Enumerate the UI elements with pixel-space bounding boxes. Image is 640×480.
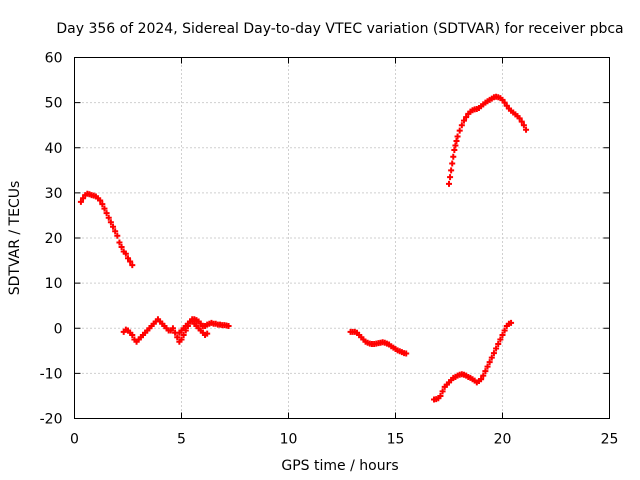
data-point (501, 99, 508, 106)
y-tick-label: -20 (40, 412, 63, 428)
y-tick-label: 30 (45, 186, 63, 202)
y-tick-label: 10 (45, 276, 63, 292)
series-segment-2b (176, 318, 211, 339)
x-tick-label: 0 (70, 432, 79, 448)
data-point (451, 147, 458, 154)
x-axis-title: GPS time / hours (281, 458, 398, 474)
data-point (80, 195, 87, 202)
data-point (486, 359, 493, 366)
x-tick-label: 15 (387, 432, 405, 448)
x-tick-label: 5 (177, 432, 186, 448)
series-segment-3 (347, 328, 410, 357)
data-point (403, 350, 410, 357)
y-tick-label: 20 (45, 231, 63, 247)
y-tick-label: 0 (54, 321, 63, 337)
chart-title: Day 356 of 2024, Sidereal Day-to-day VTE… (56, 21, 623, 37)
data-point (447, 174, 454, 181)
data-point (112, 228, 119, 235)
data-point (127, 258, 134, 265)
data-point (456, 127, 463, 134)
x-tick-label: 10 (280, 432, 298, 448)
series-segment-2 (120, 316, 232, 345)
data-point (116, 239, 123, 246)
data-point (501, 327, 508, 334)
data-point (499, 332, 506, 339)
data-point (125, 255, 131, 262)
y-axis-title: SDTVAR / TECUs (7, 181, 23, 296)
data-point (478, 376, 485, 383)
data-point (497, 336, 504, 343)
y-tick-label: 60 (45, 51, 63, 67)
data-point (103, 210, 110, 217)
data-point (480, 372, 487, 379)
data-point (520, 122, 527, 129)
data-point (460, 117, 467, 124)
data-point (484, 363, 491, 370)
data-point (122, 250, 129, 257)
data-point (110, 223, 117, 230)
data-point (493, 345, 500, 352)
data-point (454, 133, 461, 140)
data-point (180, 332, 187, 339)
data-point (450, 153, 457, 160)
data-point (437, 392, 444, 399)
y-tick-label: 50 (45, 96, 63, 112)
series-segment-4 (431, 319, 515, 403)
data-point (178, 336, 185, 343)
data-point (518, 118, 525, 125)
series-segment-1 (77, 190, 136, 269)
data-point (463, 114, 470, 121)
x-tick-labels: 0 5 10 15 20 25 (70, 432, 618, 448)
data-point (225, 322, 232, 329)
y-tick-label: -10 (40, 366, 63, 382)
data-point (118, 244, 125, 251)
data-point (448, 167, 455, 174)
data-point (446, 180, 452, 187)
data-point (107, 219, 114, 226)
data-point (452, 142, 459, 149)
data-point (77, 198, 84, 205)
data-point (482, 368, 489, 375)
y-tick-labels: -20 -10 0 10 20 30 40 50 60 (40, 51, 63, 428)
data-point (97, 197, 104, 204)
data-point (105, 214, 112, 221)
data-point (523, 126, 530, 133)
data-point (169, 325, 176, 332)
grid (74, 57, 610, 419)
data-point (129, 262, 136, 269)
data-point (99, 201, 106, 208)
data-point (453, 137, 460, 144)
series-segment-5 (446, 93, 530, 187)
data-point (204, 330, 211, 337)
data-point (129, 332, 136, 339)
data-point (114, 232, 121, 239)
data-point (508, 319, 515, 326)
data-point (458, 122, 465, 129)
data-point (101, 205, 108, 212)
data-points (77, 93, 530, 403)
data-point (449, 160, 456, 167)
x-tick-label: 25 (601, 432, 619, 448)
data-point (488, 354, 495, 361)
data-point (174, 334, 181, 341)
x-tick-label: 20 (494, 432, 512, 448)
axis-ticks (74, 57, 610, 419)
data-point (439, 388, 446, 395)
y-tick-label: 40 (45, 141, 63, 157)
data-point (490, 350, 497, 357)
data-point (516, 115, 523, 122)
data-point (495, 341, 502, 348)
